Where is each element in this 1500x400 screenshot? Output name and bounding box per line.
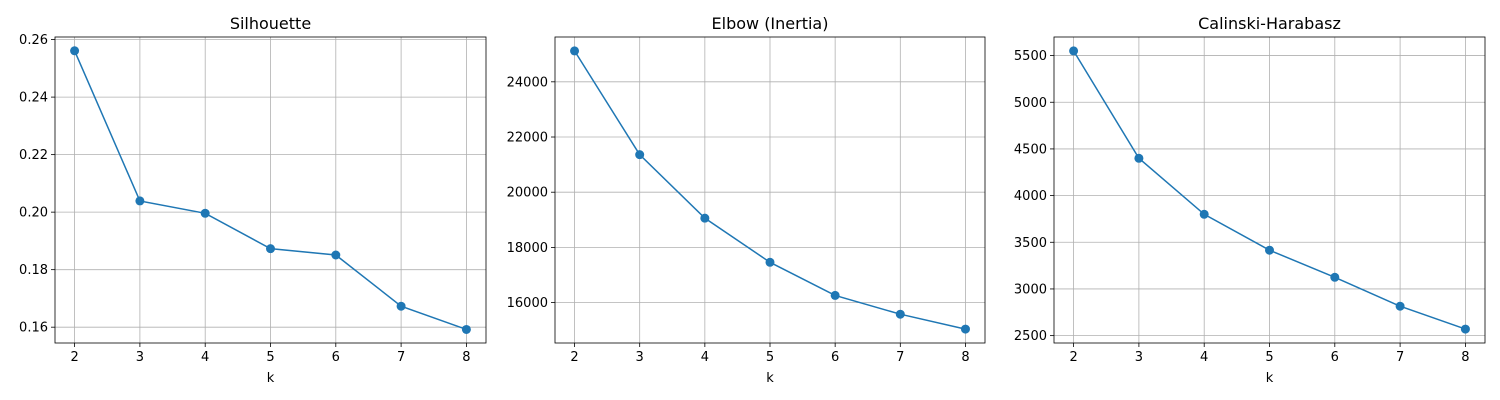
x-tick-label: 2 [1069, 350, 1077, 365]
data-point-marker [895, 309, 905, 319]
y-tick-label: 4500 [1014, 142, 1047, 157]
plot-area [1069, 46, 1470, 334]
x-tick-label: 4 [201, 350, 209, 365]
y-tick-label: 0.26 [19, 33, 48, 48]
data-point-marker [1199, 209, 1209, 219]
y-tick-label: 5500 [1014, 49, 1047, 64]
data-point-marker [960, 324, 970, 334]
x-tick-label: 4 [701, 350, 709, 365]
data-point-marker [830, 290, 840, 300]
x-tick-label: 8 [1461, 350, 1469, 365]
x-tick-label: 7 [896, 350, 904, 365]
data-point-marker [1069, 46, 1079, 56]
x-tick-label: 3 [136, 350, 144, 365]
data-point-marker [700, 213, 710, 223]
y-tick-label: 20000 [507, 186, 548, 201]
x-tick-label: 2 [570, 350, 578, 365]
data-point-marker [1395, 301, 1405, 311]
data-point-marker [461, 324, 471, 334]
y-tick-label: 2500 [1014, 329, 1047, 344]
y-tick-label: 5000 [1014, 96, 1047, 111]
x-tick-label: 5 [1265, 350, 1273, 365]
y-tick-label: 3000 [1014, 282, 1047, 297]
y-tick-label: 18000 [507, 241, 548, 256]
x-tick-label: 6 [831, 350, 839, 365]
axes-frame [54, 36, 487, 344]
subplot-calinski-harabasz: Calinski-Harabasz k 2 3 4 5 6 7 8 2500 3000 3500 4… [1014, 14, 1486, 386]
y-tick-label: 0.16 [19, 321, 48, 336]
axes: 2 3 4 5 6 7 8 0.16 0.18 0.20 0.22 0.24 0.26 [19, 33, 487, 365]
data-point-marker [266, 244, 275, 254]
data-point-marker [765, 257, 775, 267]
grid-lines [55, 37, 486, 343]
x-tick-label: 4 [1200, 350, 1208, 365]
axes: 2 3 4 5 6 7 8 2500 3000 3500 4000 4500 5000 5500 [1014, 36, 1486, 365]
data-point-marker [70, 46, 80, 56]
y-tick-label: 0.22 [19, 148, 48, 163]
x-tick-label: 6 [1331, 350, 1339, 365]
x-tick-label: 7 [1396, 350, 1404, 365]
data-point-marker [396, 301, 406, 311]
grid-lines [555, 37, 985, 343]
x-tick-label: 3 [636, 350, 644, 365]
y-tick-label: 3500 [1014, 236, 1047, 251]
data-point-marker [135, 196, 145, 206]
data-point-marker [1330, 272, 1340, 282]
x-axis-label: k [267, 371, 275, 386]
x-axis-label: k [1266, 371, 1274, 386]
grid-lines [1054, 37, 1485, 343]
data-point-marker [570, 46, 580, 56]
axes: 2 3 4 5 6 7 8 16000 18000 20000 22000 24000 [507, 36, 986, 365]
plot-area [70, 46, 471, 334]
y-tick-label: 0.18 [19, 263, 48, 278]
data-point-marker [331, 250, 341, 260]
subplot-silhouette: Silhouette k 2 3 4 5 6 7 8 0.16 0.18 0.20 0.22 0.24… [19, 14, 487, 386]
subplot-elbow-inertia: Elbow (Inertia) k 2 3 4 5 6 7 8 16000 18000 20000… [507, 14, 986, 386]
chart-title: Elbow (Inertia) [712, 14, 829, 33]
data-point-marker [1134, 153, 1144, 163]
data-point-marker [635, 150, 645, 160]
x-tick-label: 8 [961, 350, 969, 365]
x-tick-label: 3 [1135, 350, 1143, 365]
y-tick-label: 22000 [507, 131, 548, 146]
x-tick-label: 5 [266, 350, 274, 365]
x-tick-label: 5 [766, 350, 774, 365]
data-point-marker [1265, 245, 1274, 255]
y-tick-label: 4000 [1014, 189, 1047, 204]
x-tick-label: 6 [332, 350, 340, 365]
data-point-marker [1460, 324, 1470, 334]
plot-area [570, 46, 970, 334]
y-tick-label: 0.24 [19, 91, 48, 106]
x-axis-label: k [766, 371, 774, 386]
x-tick-label: 2 [70, 350, 78, 365]
chart-title: Calinski-Harabasz [1198, 14, 1341, 33]
y-tick-label: 0.20 [19, 206, 48, 221]
x-tick-label: 7 [397, 350, 405, 365]
x-tick-label: 8 [462, 350, 470, 365]
chart-title: Silhouette [230, 14, 311, 33]
axes-frame [554, 36, 986, 344]
data-point-marker [200, 208, 210, 218]
axes-frame [1053, 36, 1486, 344]
y-tick-label: 24000 [507, 75, 548, 90]
y-tick-label: 16000 [507, 296, 548, 311]
